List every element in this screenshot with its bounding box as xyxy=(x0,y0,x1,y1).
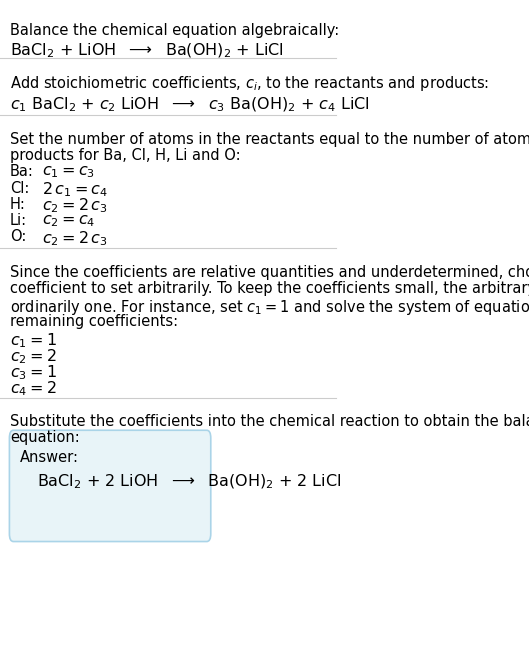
Text: coefficient to set arbitrarily. To keep the coefficients small, the arbitrary va: coefficient to set arbitrarily. To keep … xyxy=(10,281,529,296)
Text: ordinarily one. For instance, set $c_1 = 1$ and solve the system of equations fo: ordinarily one. For instance, set $c_1 =… xyxy=(10,298,529,316)
Text: Since the coefficients are relative quantities and underdetermined, choose a: Since the coefficients are relative quan… xyxy=(10,265,529,280)
Text: equation:: equation: xyxy=(10,430,80,445)
Text: $2\,c_1 = c_4$: $2\,c_1 = c_4$ xyxy=(42,181,108,199)
Text: BaCl$_2$ + 2 LiOH  $\longrightarrow$  Ba(OH)$_2$ + 2 LiCl: BaCl$_2$ + 2 LiOH $\longrightarrow$ Ba(O… xyxy=(37,472,341,490)
Text: Ba:: Ba: xyxy=(10,164,34,179)
Text: $c_4 = 2$: $c_4 = 2$ xyxy=(10,380,57,399)
FancyBboxPatch shape xyxy=(10,430,211,542)
Text: Balance the chemical equation algebraically:: Balance the chemical equation algebraica… xyxy=(10,23,339,38)
Text: Li:: Li: xyxy=(10,213,27,228)
Text: Answer:: Answer: xyxy=(20,450,79,465)
Text: $c_2 = 2\,c_3$: $c_2 = 2\,c_3$ xyxy=(42,197,108,215)
Text: $c_2 = 2$: $c_2 = 2$ xyxy=(10,347,57,366)
Text: $c_1$ BaCl$_2$ + $c_2$ LiOH  $\longrightarrow$  $c_3$ Ba(OH)$_2$ + $c_4$ LiCl: $c_1$ BaCl$_2$ + $c_2$ LiOH $\longrighta… xyxy=(10,96,370,114)
Text: $c_2 = c_4$: $c_2 = c_4$ xyxy=(42,213,95,228)
Text: H:: H: xyxy=(10,197,26,212)
Text: Add stoichiometric coefficients, $c_i$, to the reactants and products:: Add stoichiometric coefficients, $c_i$, … xyxy=(10,74,489,93)
Text: remaining coefficients:: remaining coefficients: xyxy=(10,314,178,329)
Text: Cl:: Cl: xyxy=(10,181,30,195)
Text: O:: O: xyxy=(10,229,26,244)
Text: products for Ba, Cl, H, Li and O:: products for Ba, Cl, H, Li and O: xyxy=(10,148,241,163)
Text: $c_1 = 1$: $c_1 = 1$ xyxy=(10,331,57,350)
Text: $c_3 = 1$: $c_3 = 1$ xyxy=(10,364,57,382)
Text: Substitute the coefficients into the chemical reaction to obtain the balanced: Substitute the coefficients into the che… xyxy=(10,414,529,429)
Text: Set the number of atoms in the reactants equal to the number of atoms in the: Set the number of atoms in the reactants… xyxy=(10,132,529,147)
Text: BaCl$_2$ + LiOH  $\longrightarrow$  Ba(OH)$_2$ + LiCl: BaCl$_2$ + LiOH $\longrightarrow$ Ba(OH)… xyxy=(10,42,284,60)
Text: $c_1 = c_3$: $c_1 = c_3$ xyxy=(42,164,95,180)
Text: $c_2 = 2\,c_3$: $c_2 = 2\,c_3$ xyxy=(42,229,108,248)
